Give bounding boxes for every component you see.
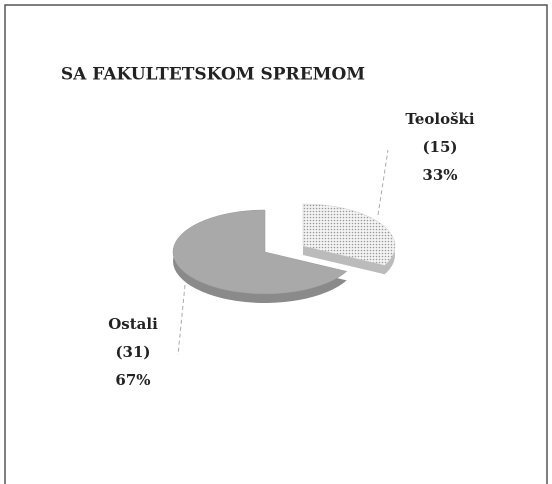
slice-label: Teološki bbox=[405, 110, 475, 128]
slice-label: Ostali bbox=[108, 315, 158, 333]
percent-label: 67% bbox=[115, 371, 150, 389]
slice bbox=[302, 203, 396, 266]
chart-title: SA FAKULTETSKOM SPREMOM bbox=[61, 65, 365, 85]
value-label: (31) bbox=[115, 343, 150, 361]
leader-line bbox=[377, 149, 389, 216]
value-label: (15) bbox=[422, 138, 457, 156]
slice bbox=[172, 209, 348, 295]
leader-line bbox=[177, 284, 186, 356]
percent-label: 33% bbox=[422, 166, 457, 184]
frame bbox=[4, 4, 548, 484]
